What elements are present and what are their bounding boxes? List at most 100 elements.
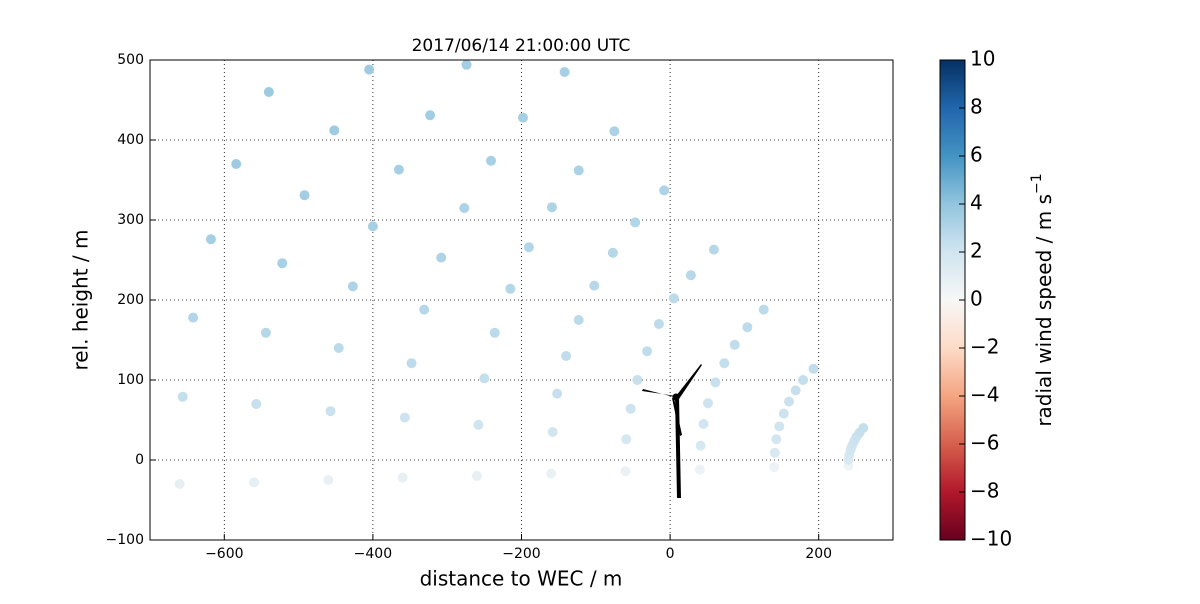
- x-tick-label: −400: [354, 546, 392, 562]
- data-point: [685, 270, 696, 281]
- data-point: [771, 434, 782, 445]
- colorbar-label-text: radial wind speed / m s: [1032, 194, 1056, 427]
- data-point: [774, 421, 785, 432]
- data-point: [719, 358, 730, 369]
- x-axis-label: distance to WEC / m: [420, 567, 623, 591]
- data-point: [436, 252, 447, 263]
- data-point: [397, 472, 408, 483]
- x-tick-label: 0: [666, 546, 675, 562]
- data-point: [695, 440, 706, 451]
- data-point: [177, 391, 188, 402]
- data-point: [742, 322, 753, 333]
- y-tick-label: 200: [117, 292, 144, 308]
- data-point: [547, 427, 558, 437]
- data-point: [205, 234, 216, 245]
- data-point: [260, 327, 271, 338]
- data-point: [325, 406, 336, 417]
- data-point: [668, 293, 679, 304]
- data-point: [473, 419, 484, 430]
- data-point: [607, 247, 618, 258]
- colorbar-tick-label: 8: [970, 95, 983, 119]
- data-point: [698, 419, 709, 429]
- data-point: [708, 244, 719, 255]
- data-point: [249, 477, 260, 488]
- data-point: [589, 280, 600, 291]
- colorbar-label: radial wind speed / m s−1: [1029, 173, 1056, 426]
- data-point: [758, 304, 769, 315]
- data-point: [808, 363, 819, 374]
- ticks: −600 −400 −200 0 200 −100 0 100 200 300 400 500: [106, 52, 833, 562]
- grid: [150, 59, 893, 541]
- data-point: [573, 165, 584, 176]
- y-tick-label: −100: [106, 532, 144, 548]
- data-point: [561, 351, 572, 361]
- colorbar-tick-label: −6: [970, 431, 999, 455]
- data-point: [621, 434, 632, 445]
- data-point: [559, 67, 570, 77]
- y-tick-label: 0: [135, 452, 144, 468]
- data-point: [277, 258, 288, 269]
- x-tick-label: −600: [205, 546, 243, 562]
- data-point: [251, 399, 262, 409]
- wind-turbine: [642, 364, 702, 498]
- y-tick-label: 100: [117, 372, 144, 388]
- data-point: [625, 403, 636, 414]
- colorbar-tick-label: 10: [970, 47, 995, 71]
- data-point: [505, 283, 516, 294]
- data-point: [694, 464, 705, 475]
- data-point: [653, 319, 664, 329]
- y-tick-label: 500: [117, 52, 144, 68]
- data-point: [630, 217, 641, 228]
- colorbar-tick-label: −4: [970, 383, 999, 407]
- data-point: [364, 64, 375, 75]
- data-point: [263, 87, 274, 97]
- data-point: [471, 471, 482, 481]
- data-point: [620, 466, 631, 477]
- data-point: [406, 358, 417, 369]
- colorbar-tick-label: −2: [970, 335, 999, 359]
- data-point: [798, 375, 809, 385]
- colorbar-ticks: −10 −8 −6 −4 −2 0 2 4 6 8 10: [959, 47, 1012, 551]
- data-point: [552, 388, 563, 399]
- data-point: [399, 412, 410, 423]
- data-point: [659, 185, 670, 196]
- data-point: [486, 155, 497, 166]
- data-point: [459, 203, 470, 213]
- data-point: [367, 221, 378, 232]
- data-point: [347, 281, 358, 292]
- data-point: [609, 126, 620, 137]
- colorbar-tick-label: 4: [970, 191, 983, 215]
- data-point: [299, 190, 310, 201]
- colorbar-tick-label: 6: [970, 143, 983, 167]
- data-point: [769, 462, 780, 473]
- points: [174, 60, 869, 489]
- data-point: [329, 125, 340, 136]
- data-point: [702, 398, 713, 409]
- data-point: [778, 408, 789, 419]
- colorbar-tick-label: 2: [970, 239, 983, 263]
- data-point: [729, 339, 740, 350]
- data-point: [188, 312, 199, 323]
- data-point: [425, 110, 436, 121]
- data-point: [333, 343, 344, 353]
- colorbar-tick-label: 0: [970, 287, 983, 311]
- chart-title: 2017/06/14 21:00:00 UTC: [412, 36, 631, 56]
- data-point: [393, 164, 404, 175]
- colorbar-tick-label: −8: [970, 479, 999, 503]
- data-point: [523, 242, 534, 253]
- y-tick-label: 400: [117, 132, 144, 148]
- data-point: [546, 202, 557, 213]
- x-tick-label: −200: [502, 546, 540, 562]
- data-point: [489, 327, 500, 338]
- x-tick-label: 200: [805, 546, 832, 562]
- data-point: [419, 304, 430, 315]
- data-point: [632, 375, 643, 385]
- data-point: [479, 373, 490, 384]
- data-point: [642, 346, 653, 357]
- data-point: [783, 396, 794, 407]
- colorbar-tick-label: −10: [970, 527, 1012, 551]
- data-point: [858, 423, 869, 433]
- y-axis-label: rel. height / m: [69, 229, 93, 370]
